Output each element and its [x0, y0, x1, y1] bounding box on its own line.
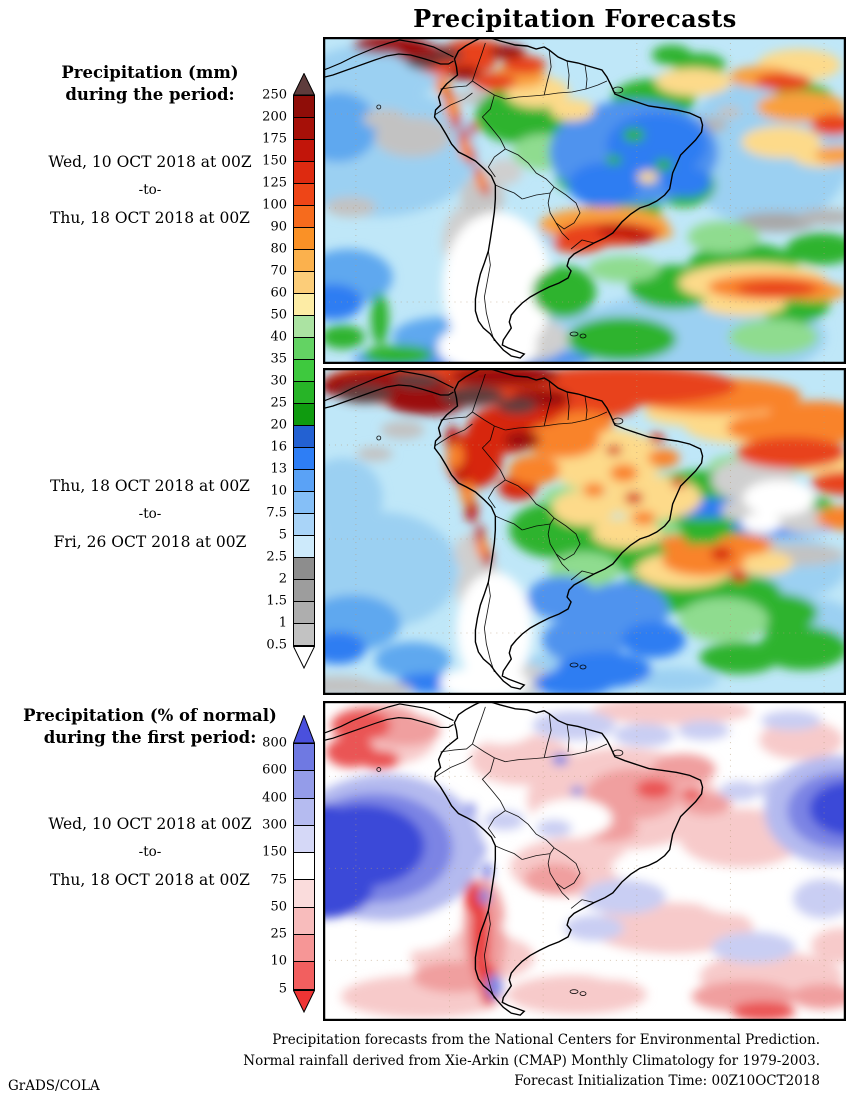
- footer-line3: Forecast Initialization Time: 00Z10OCT20…: [514, 1073, 820, 1089]
- page-title: Precipitation Forecasts: [413, 4, 737, 33]
- colorbar-pct-top-triangle: [293, 715, 315, 743]
- panel1-label: Precipitation (mm) during the period:: [15, 62, 285, 106]
- panel3-label-line2: during the first period:: [43, 728, 257, 747]
- panel3-dates: Wed, 10 OCT 2018 at 00Z -to- Thu, 18 OCT…: [15, 810, 285, 894]
- colorbar-pct-ticks: 800 600 400 300 150 75 50 25 10 5: [262, 735, 287, 997]
- colorbar-pct-bottom-triangle: [293, 990, 315, 1013]
- panel3-label: Precipitation (% of normal) during the f…: [15, 705, 285, 749]
- colorbar-mm-bottom-triangle: [293, 646, 315, 669]
- colorbar-mm-top-triangle: [293, 73, 315, 95]
- panel1-date-to: Thu, 18 OCT 2018 at 00Z: [50, 209, 250, 227]
- colorbar-mm-ticks: 250 200 175 150 125 100 90 80 70 60 50 40 35 30 25 20 16…: [262, 87, 287, 653]
- panel1-date-from: Wed, 10 OCT 2018 at 00Z: [48, 153, 252, 171]
- panel1-dates: Wed, 10 OCT 2018 at 00Z -to- Thu, 18 OCT…: [15, 148, 285, 232]
- footer-notes: Precipitation forecasts from the Nationa…: [120, 1030, 820, 1092]
- map-precip-pct-normal: [323, 701, 846, 1021]
- panel2-date-to: Fri, 26 OCT 2018 at 00Z: [53, 533, 247, 551]
- panel2-date-separator: -to-: [138, 506, 162, 522]
- panel2-date-from: Thu, 18 OCT 2018 at 00Z: [50, 477, 250, 495]
- panel3-label-line1: Precipitation (% of normal): [23, 706, 277, 725]
- panel1-label-line1: Precipitation (mm): [61, 63, 239, 82]
- panel2-dates: Thu, 18 OCT 2018 at 00Z -to- Fri, 26 OCT…: [15, 472, 285, 556]
- footer-line1: Precipitation forecasts from the Nationa…: [272, 1032, 820, 1048]
- panel1-label-line2: during the period:: [65, 85, 235, 104]
- panel3-date-to: Thu, 18 OCT 2018 at 00Z: [50, 871, 250, 889]
- grads-cola-credit: GrADS/COLA: [8, 1078, 100, 1094]
- map-precip-mm-period1: [323, 37, 846, 364]
- footer-line2: Normal rainfall derived from Xie-Arkin (…: [243, 1052, 820, 1069]
- panel3-date-from: Wed, 10 OCT 2018 at 00Z: [48, 815, 252, 833]
- panel1-date-separator: -to-: [138, 182, 162, 198]
- panel3-date-separator: -to-: [138, 844, 162, 860]
- map-precip-mm-period2: [323, 368, 846, 695]
- colorbar-pct: [293, 743, 315, 990]
- colorbar-mm: [293, 95, 315, 646]
